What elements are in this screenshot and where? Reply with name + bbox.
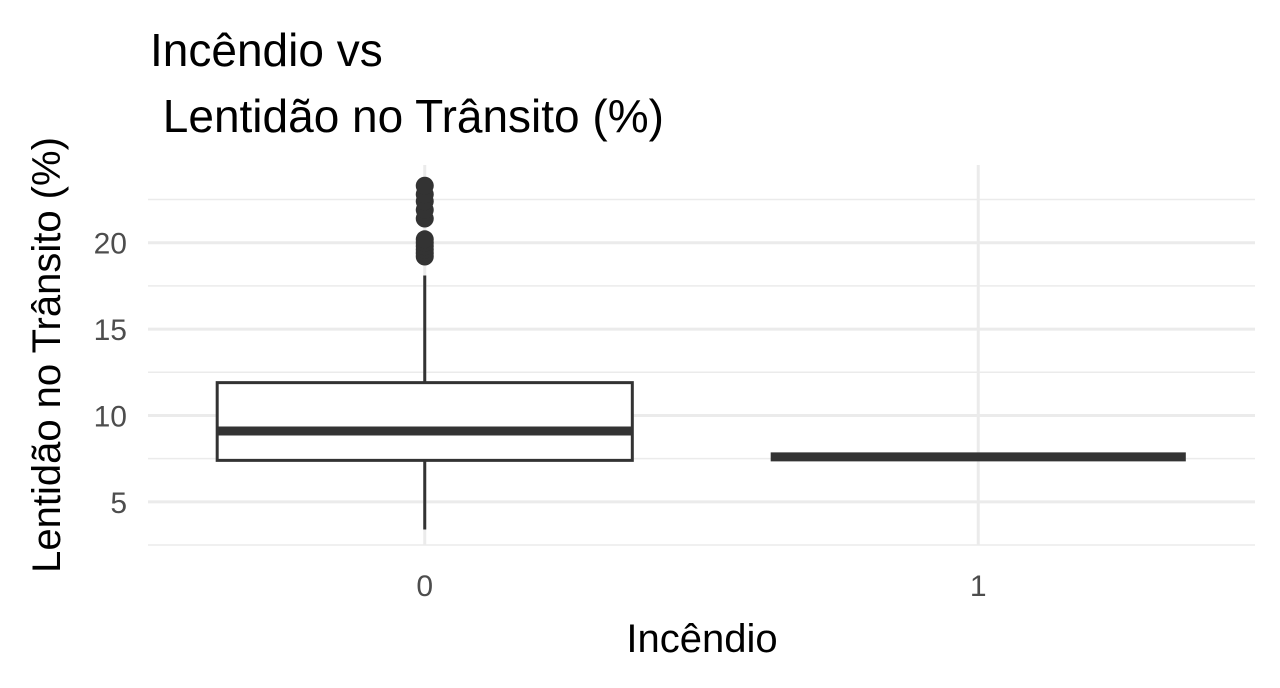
x-tick-label: 1	[970, 570, 987, 603]
box-iqr	[215, 381, 634, 462]
y-tick-label: 5	[110, 487, 127, 520]
y-tick-label: 20	[94, 228, 127, 261]
chart-title-line-1: Incêndio vs	[150, 24, 383, 76]
x-tick-label: 0	[416, 570, 433, 603]
y-tick-label: 15	[94, 314, 127, 347]
outlier-point	[415, 176, 434, 195]
x-axis-title: Incêndio	[626, 617, 777, 661]
box-group-0	[215, 176, 634, 530]
y-axis-title: Lentidão no Trânsito (%)	[25, 137, 69, 573]
grid	[148, 165, 1255, 546]
chart-title-line-2: Lentidão no Trânsito (%)	[150, 90, 664, 142]
outlier-point	[415, 230, 434, 249]
y-tick-label: 10	[94, 400, 127, 433]
boxes	[215, 176, 1186, 530]
y-axis-ticks: 5 10 15 20	[94, 228, 127, 520]
